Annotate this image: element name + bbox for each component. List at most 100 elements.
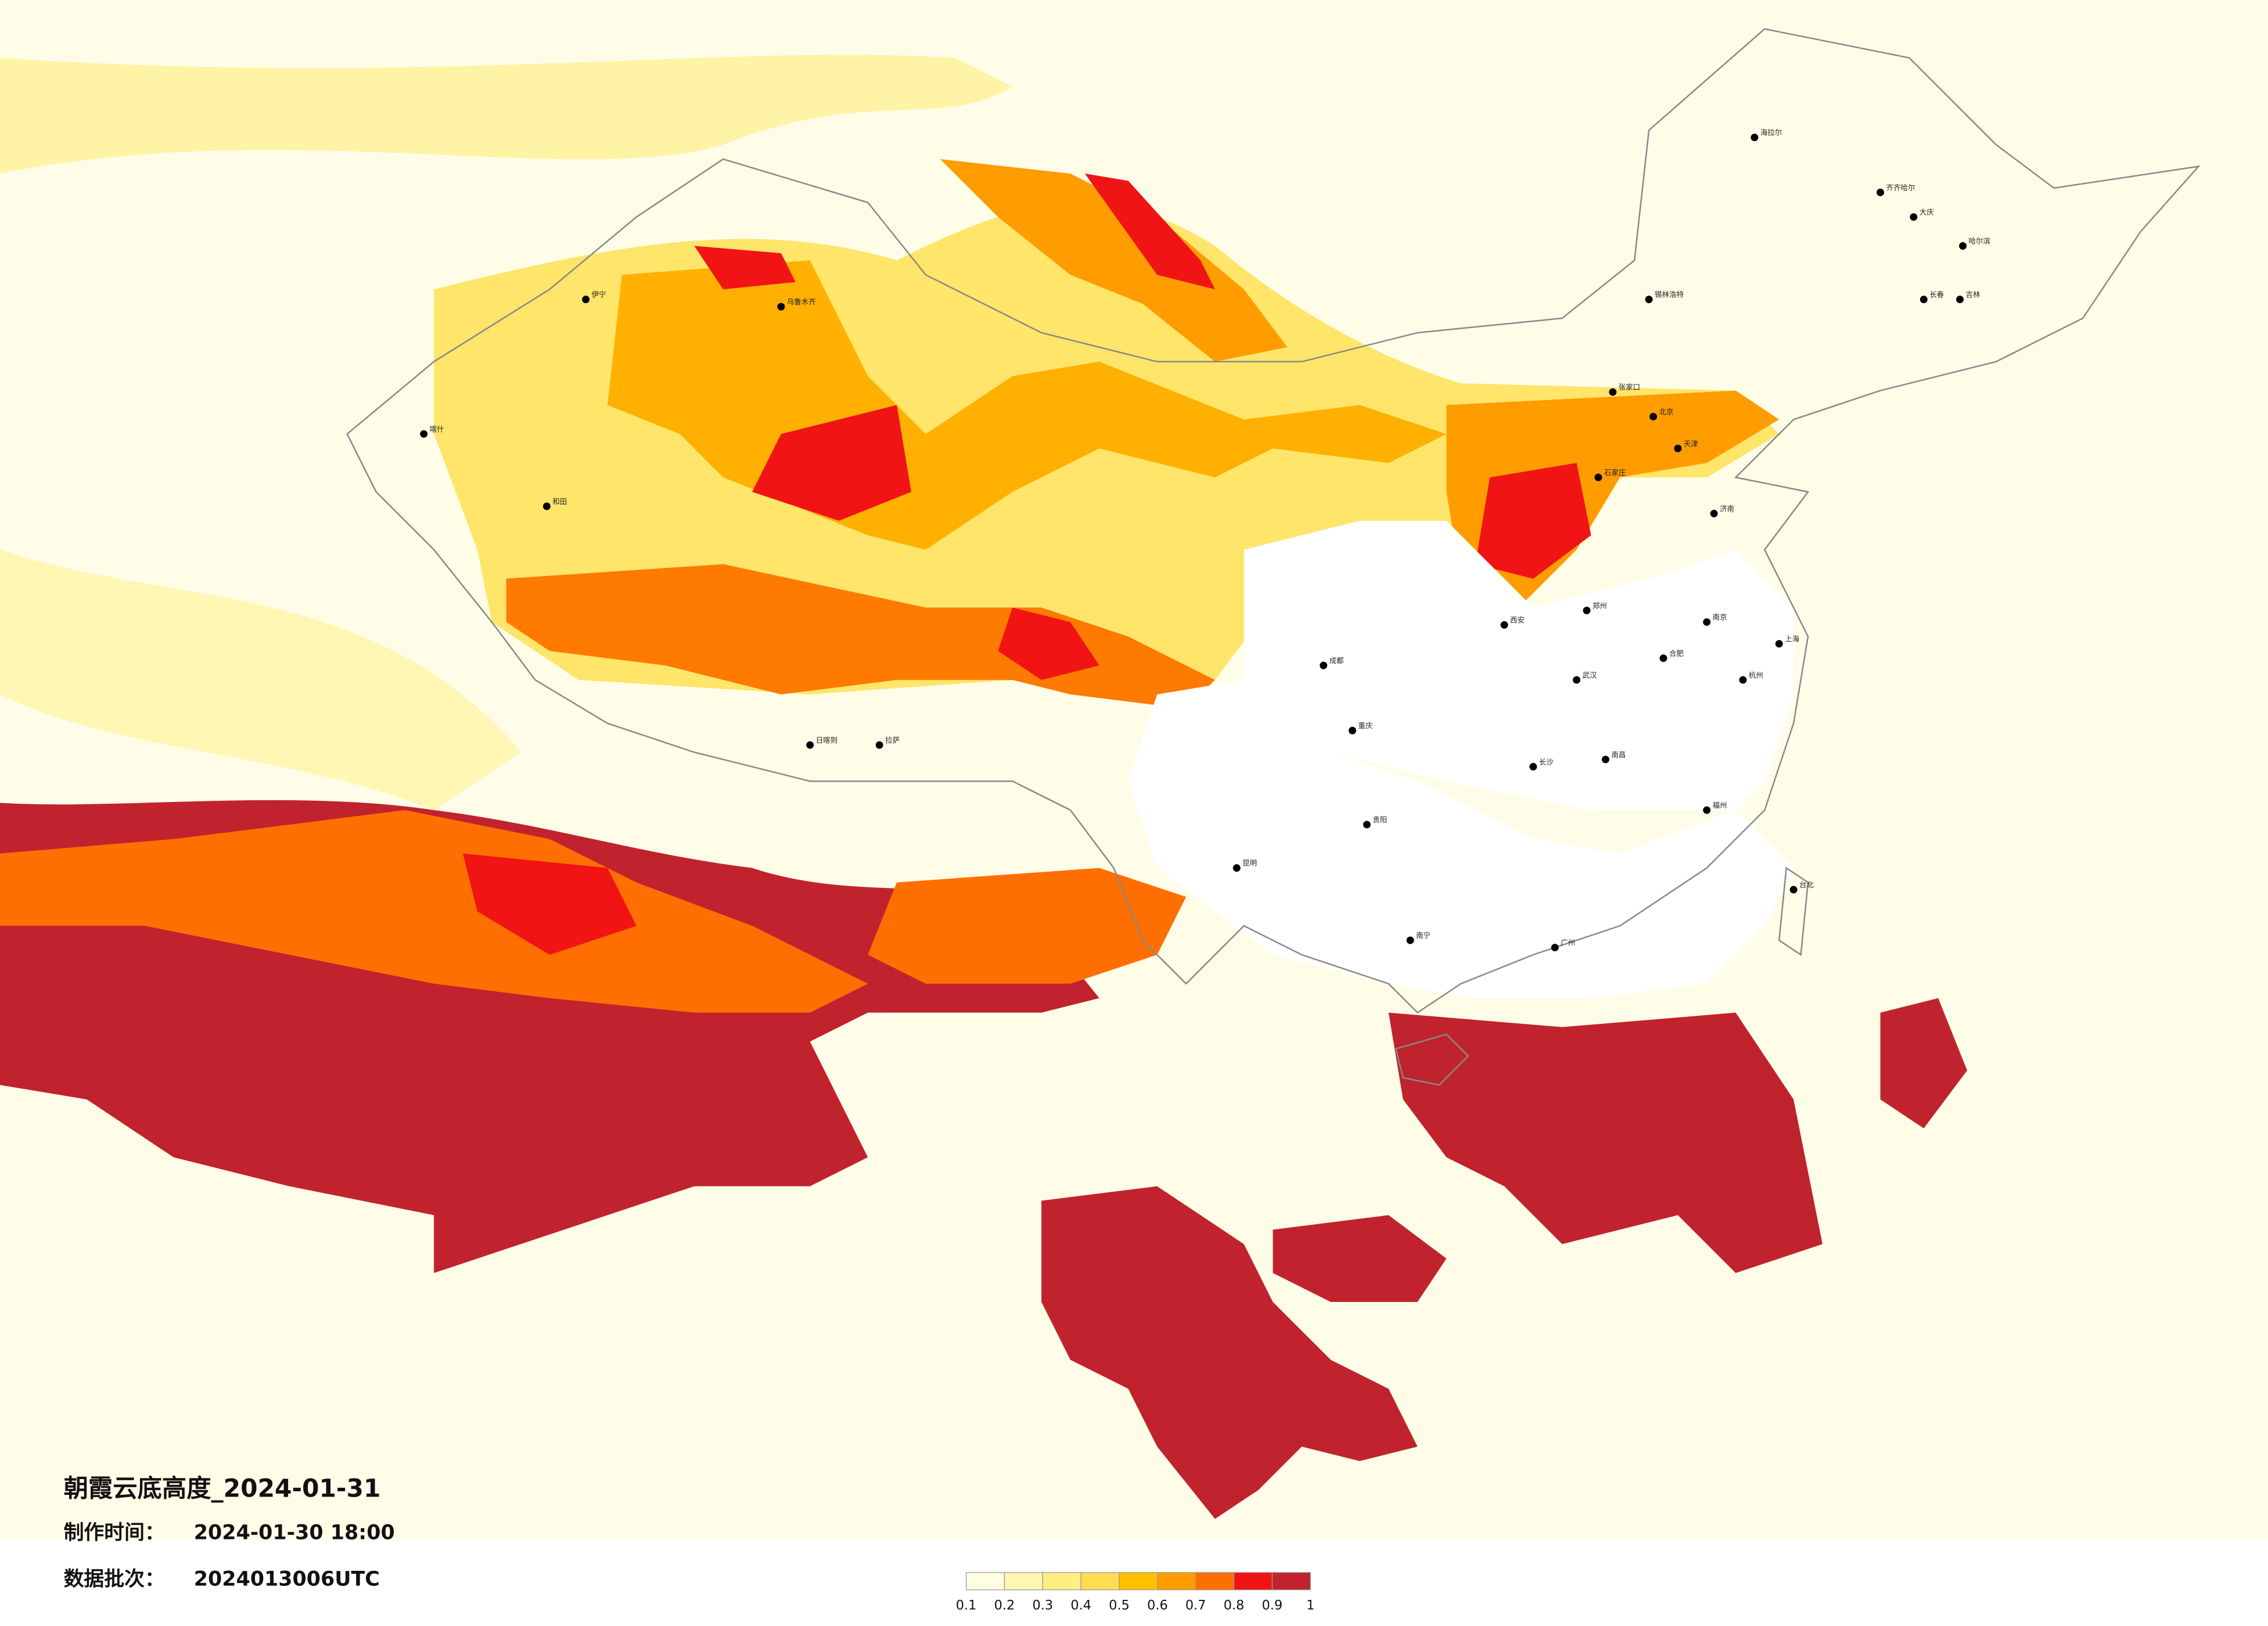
city-label: 张家口 bbox=[1619, 383, 1640, 391]
city-label: 成都 bbox=[1329, 656, 1344, 665]
city-label: 长春 bbox=[1929, 290, 1944, 299]
colorbar-tick-label: 0.5 bbox=[1109, 1598, 1130, 1613]
city-label: 合肥 bbox=[1669, 649, 1684, 657]
city-label: 海拉尔 bbox=[1760, 128, 1782, 137]
city-dot bbox=[1645, 296, 1653, 304]
city-label: 广州 bbox=[1561, 938, 1575, 947]
city-dot bbox=[1406, 936, 1414, 944]
city-label: 石家庄 bbox=[1604, 468, 1626, 477]
city-label: 日喀则 bbox=[816, 736, 838, 744]
colorbar-tick-label: 1 bbox=[1306, 1598, 1314, 1613]
colorbar-tick-label: 0.9 bbox=[1262, 1598, 1283, 1613]
city-label: 武汉 bbox=[1583, 671, 1597, 679]
info-value: 2024-01-30 18:00 bbox=[194, 1521, 395, 1545]
colorbar-cell bbox=[1004, 1572, 1043, 1591]
city-label: 福州 bbox=[1713, 801, 1727, 810]
colorbar-tick-label: 0.7 bbox=[1185, 1598, 1206, 1613]
colorbar-cell bbox=[1271, 1572, 1311, 1591]
city-dot bbox=[1609, 388, 1617, 396]
city-dot bbox=[777, 303, 785, 311]
city-dot bbox=[1320, 661, 1328, 670]
colorbar-tick-label: 0.6 bbox=[1147, 1598, 1168, 1613]
colorbar: 0.1 0.2 0.3 0.4 0.5 0.6 0.7 0.8 0.9 1 bbox=[956, 1572, 1314, 1613]
city-label: 拉萨 bbox=[885, 736, 900, 744]
city-label: 哈尔滨 bbox=[1968, 237, 1990, 246]
city-dot bbox=[1363, 821, 1371, 829]
city-dot bbox=[1959, 242, 1967, 250]
colorbar-tick-label: 0.3 bbox=[1033, 1598, 1054, 1613]
city-label: 乌鲁木齐 bbox=[787, 297, 816, 306]
city-dot bbox=[806, 741, 814, 749]
city-label: 济南 bbox=[1720, 504, 1734, 513]
city-dot bbox=[1594, 473, 1602, 481]
city-dot bbox=[1703, 806, 1711, 814]
city-dot bbox=[1674, 444, 1682, 452]
city-dot bbox=[1573, 676, 1581, 684]
colorbar-cell bbox=[965, 1572, 1005, 1591]
colorbar-cell bbox=[1157, 1572, 1196, 1591]
city-dot bbox=[1649, 412, 1658, 420]
city-dot bbox=[582, 296, 590, 304]
city-label: 重庆 bbox=[1358, 721, 1373, 730]
city-label: 南宁 bbox=[1416, 931, 1430, 940]
info-label: 数据批次： bbox=[64, 1567, 165, 1591]
city-dot bbox=[1583, 606, 1591, 614]
city-label: 大庆 bbox=[1920, 208, 1934, 217]
colorbar-cell bbox=[1195, 1572, 1235, 1591]
city-dot bbox=[1775, 640, 1783, 648]
city-dot bbox=[542, 502, 551, 510]
map-title: 朝霞云底高度_2024-01-31 bbox=[64, 1474, 381, 1502]
city-label: 南昌 bbox=[1611, 750, 1626, 759]
city-label: 西安 bbox=[1510, 616, 1525, 624]
city-label: 伊宁 bbox=[592, 290, 606, 299]
country-border bbox=[346, 28, 2201, 1014]
city-dot bbox=[1739, 676, 1747, 684]
colorbar-tick-label: 0.4 bbox=[1070, 1598, 1091, 1613]
info-value: 2024013006UTC bbox=[194, 1567, 380, 1591]
info-label: 制作时间： bbox=[64, 1521, 165, 1545]
city-dot bbox=[1910, 213, 1918, 221]
city-label: 齐齐哈尔 bbox=[1886, 183, 1915, 192]
city-dot bbox=[1232, 864, 1241, 872]
city-label: 贵阳 bbox=[1372, 815, 1387, 824]
city-label: 南京 bbox=[1713, 613, 1727, 621]
city-dot bbox=[1529, 762, 1537, 771]
city-label: 长沙 bbox=[1539, 757, 1554, 766]
colorbar-cell bbox=[1233, 1572, 1273, 1591]
city-label: 上海 bbox=[1785, 635, 1799, 643]
city-dot bbox=[1956, 296, 1964, 304]
colorbar-tick-label: 0.8 bbox=[1224, 1598, 1245, 1613]
city-dot bbox=[1877, 188, 1885, 196]
city-dot bbox=[1710, 509, 1718, 517]
city-label: 杭州 bbox=[1749, 671, 1763, 679]
city-dot bbox=[1789, 886, 1798, 894]
city-label: 郑州 bbox=[1593, 601, 1607, 610]
city-dot bbox=[1703, 618, 1711, 626]
colorbar-tick-label: 0.2 bbox=[994, 1598, 1015, 1613]
colorbar-cell bbox=[1119, 1572, 1158, 1591]
city-label: 吉林 bbox=[1965, 290, 1980, 299]
city-dot bbox=[1500, 621, 1508, 629]
city-dot bbox=[1349, 726, 1357, 735]
city-dot bbox=[1601, 756, 1609, 764]
city-label: 台北 bbox=[1799, 880, 1814, 889]
colorbar-tick-label: 0.1 bbox=[956, 1598, 977, 1613]
colorbar-cell bbox=[1042, 1572, 1081, 1591]
colorbar-cell bbox=[1080, 1572, 1120, 1591]
city-dot bbox=[1659, 654, 1667, 662]
city-dot bbox=[1751, 134, 1759, 142]
city-label: 锡林浩特 bbox=[1655, 290, 1684, 299]
city-dot bbox=[1551, 944, 1559, 952]
city-label: 天津 bbox=[1684, 439, 1698, 448]
city-dot bbox=[875, 741, 883, 749]
city-dot bbox=[420, 430, 428, 438]
taiwan-island bbox=[1778, 866, 1809, 956]
hainan-island bbox=[1394, 1033, 1469, 1086]
city-label: 喀什 bbox=[430, 425, 444, 433]
city-label: 昆明 bbox=[1242, 859, 1257, 868]
map-background bbox=[0, 0, 2268, 1539]
city-label: 和田 bbox=[552, 497, 567, 506]
